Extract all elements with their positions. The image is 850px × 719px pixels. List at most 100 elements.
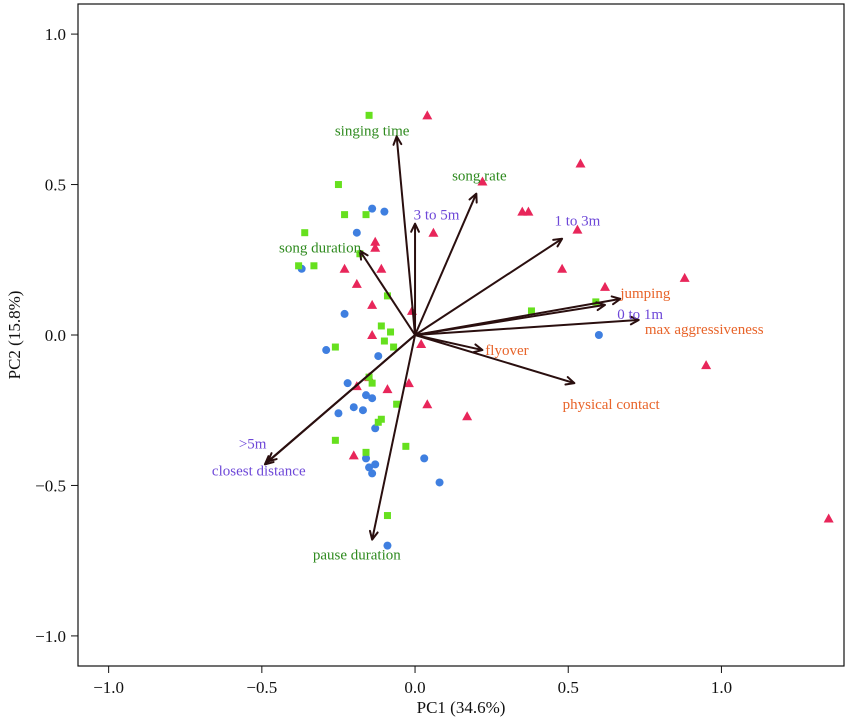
triangle-point (382, 384, 393, 394)
circle-point (322, 346, 331, 355)
arrow-head (595, 301, 607, 312)
arrow-head (358, 249, 369, 261)
loading-arrow (414, 334, 575, 385)
triangle-point (376, 263, 387, 273)
triangle-point (416, 339, 427, 349)
triangle-point (523, 206, 534, 216)
triangle-point (351, 278, 362, 288)
square-point (393, 400, 401, 408)
square-point (331, 436, 339, 444)
triangle-point (370, 236, 381, 246)
loading-label: song rate (452, 169, 507, 185)
arrow-head (564, 376, 576, 386)
square-point (341, 211, 349, 219)
circle-point (352, 228, 361, 237)
triangle-point (403, 378, 414, 388)
triangle-point (462, 411, 473, 421)
circle-point (380, 207, 389, 216)
triangle-point (823, 513, 834, 523)
loading-label: pause duration (313, 548, 401, 564)
square-point (310, 262, 318, 270)
y-tick-label: 1.0 (45, 25, 66, 44)
y-axis: −1.0 −0.5 0.0 0.5 1.0 (35, 25, 78, 646)
triangle-point (367, 330, 378, 339)
square-point (301, 229, 309, 237)
circle-point (383, 541, 392, 550)
loading-label: singing time (335, 123, 410, 139)
y-tick-label: 0.5 (45, 176, 66, 195)
triangle-point (557, 263, 568, 273)
loading-label: physical contact (563, 397, 661, 413)
triangle-point (422, 399, 433, 409)
arrow-head (610, 295, 622, 306)
triangle-point (367, 299, 378, 309)
loading-arrow (414, 303, 606, 336)
triangle-point (348, 450, 359, 460)
circle-point (371, 460, 380, 469)
y-tick-label: 0.0 (45, 326, 66, 345)
circle-point (374, 352, 383, 361)
loading-label: closest distance (212, 463, 306, 479)
square-point (383, 512, 391, 520)
loading-arrow (371, 334, 417, 540)
triangle-point (422, 110, 433, 120)
loading-label: 1 to 3m (555, 214, 601, 230)
square-point (377, 322, 385, 330)
square-point (334, 181, 342, 189)
circle-point (435, 478, 444, 487)
square-point (374, 418, 382, 426)
loading-label: jumping (619, 286, 671, 302)
loading-arrow (414, 193, 478, 336)
circle-point (334, 409, 343, 418)
circle-point (420, 454, 429, 463)
triangle-point (477, 176, 488, 186)
x-axis-title: PC1 (34.6%) (417, 698, 506, 717)
square-point (362, 448, 370, 456)
circle-point (343, 379, 352, 388)
triangle-point (701, 360, 712, 370)
loading-arrow (414, 237, 563, 336)
circle-point (368, 204, 377, 213)
loading-labels: singing time song rate 3 to 5m song duratio… (212, 123, 764, 563)
circle-point (358, 406, 367, 415)
loading-arrow (264, 334, 416, 466)
arrow-head (263, 455, 275, 466)
circle-point (340, 309, 349, 318)
arrow-head (468, 192, 478, 204)
circle-point (365, 463, 374, 472)
y-tick-label: −1.0 (35, 627, 66, 646)
arrow-head (368, 529, 379, 541)
circle-point (362, 454, 371, 463)
loading-arrow (359, 250, 416, 336)
loading-label: flyover (485, 343, 528, 359)
y-tick-label: −0.5 (35, 476, 66, 495)
square-point (527, 307, 535, 315)
y-axis-title: PC2 (15.8%) (5, 291, 24, 380)
loading-label: >5m (239, 436, 267, 452)
arrow-head (472, 343, 484, 354)
loading-arrow (395, 136, 417, 336)
arrow-head (410, 222, 420, 233)
circle-point (362, 391, 371, 400)
circle-point (368, 394, 377, 403)
triangle-point (370, 242, 381, 252)
square-point (383, 292, 391, 300)
loading-label: 0 to 1m (617, 307, 663, 323)
arrow-head (629, 315, 640, 326)
square-point (380, 337, 388, 345)
square-point (368, 379, 376, 387)
x-tick-label: −0.5 (246, 678, 277, 697)
triangle-point (575, 158, 586, 168)
square-point (362, 211, 370, 219)
loading-label: 3 to 5m (414, 208, 460, 224)
arrow-head (552, 237, 564, 248)
square-point (387, 328, 395, 336)
square-point (365, 373, 373, 381)
loading-label: max aggressiveness (645, 322, 764, 338)
circle-point (368, 469, 377, 478)
x-tick-label: 0.5 (558, 678, 579, 697)
triangle-point (679, 272, 690, 282)
triangle-point (572, 224, 583, 234)
circle-point (594, 331, 603, 339)
loading-label: song duration (279, 241, 362, 257)
